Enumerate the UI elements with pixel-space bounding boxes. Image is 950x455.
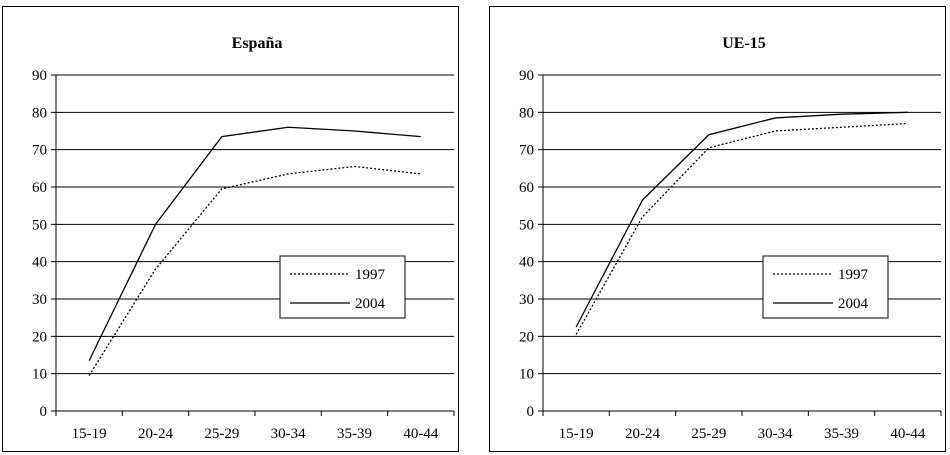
chart-title: España [232, 35, 283, 52]
series-line-1997 [88, 165, 421, 376]
legend-label-2004: 2004 [838, 296, 869, 312]
y-tick-label: 0 [40, 404, 48, 420]
series-line-1997 [575, 122, 908, 335]
y-tick-label: 30 [32, 292, 47, 308]
series-line-2004 [88, 126, 421, 361]
x-tick-label: 20-24 [138, 426, 173, 442]
chart-ue15: UE-15 0 10 20 30 40 50 60 70 80 90 15-19 20-24 25-29 3… [519, 35, 942, 442]
y-tick-label: 60 [519, 180, 534, 196]
y-tick-label: 30 [519, 292, 534, 308]
x-tick-label: 35-39 [824, 426, 859, 442]
y-tick-label: 50 [519, 217, 534, 233]
y-tick-label: 40 [519, 255, 534, 271]
legend-box [762, 255, 889, 319]
x-tick-label: 30-34 [271, 426, 306, 442]
y-tick-label: 40 [32, 255, 47, 271]
legend-label-2004: 2004 [355, 296, 386, 312]
y-tick-label: 10 [519, 367, 534, 383]
x-tick-label: 15-19 [559, 426, 594, 442]
x-tick-label: 35-39 [337, 426, 372, 442]
y-tick-label: 80 [519, 105, 534, 121]
chart-panel-espana: España 0 10 20 30 40 50 60 70 80 90 15-19 20-24 25-29… [2, 6, 459, 452]
chart-panel-ue15: UE-15 0 10 20 30 40 50 60 70 80 90 15-19 20-24 25-29 3… [489, 6, 946, 452]
y-tick-label: 20 [32, 329, 47, 345]
chart-title: UE-15 [722, 35, 766, 52]
legend-label-1997: 1997 [355, 267, 386, 283]
legend-box [279, 255, 406, 319]
x-tick-label: 40-44 [890, 426, 925, 442]
y-tick-label: 10 [32, 367, 47, 383]
x-tick-label: 15-19 [72, 426, 107, 442]
x-tick-label: 25-29 [204, 426, 239, 442]
legend-label-1997: 1997 [838, 267, 869, 283]
x-tick-label: 30-34 [758, 426, 793, 442]
y-tick-label: 80 [32, 105, 47, 121]
chart-espana: España 0 10 20 30 40 50 60 70 80 90 15-19 20-24 25-29… [32, 35, 455, 442]
x-tick-label: 25-29 [691, 426, 726, 442]
y-tick-label: 50 [32, 217, 47, 233]
y-tick-label: 90 [519, 68, 534, 84]
x-tick-label: 40-44 [403, 426, 438, 442]
y-tick-label: 20 [519, 329, 534, 345]
x-tick-label: 20-24 [625, 426, 660, 442]
series-line-2004 [575, 111, 908, 328]
y-tick-label: 70 [519, 143, 534, 159]
y-tick-label: 0 [527, 404, 535, 420]
y-tick-label: 70 [32, 143, 47, 159]
y-tick-label: 60 [32, 180, 47, 196]
y-tick-label: 90 [32, 68, 47, 84]
